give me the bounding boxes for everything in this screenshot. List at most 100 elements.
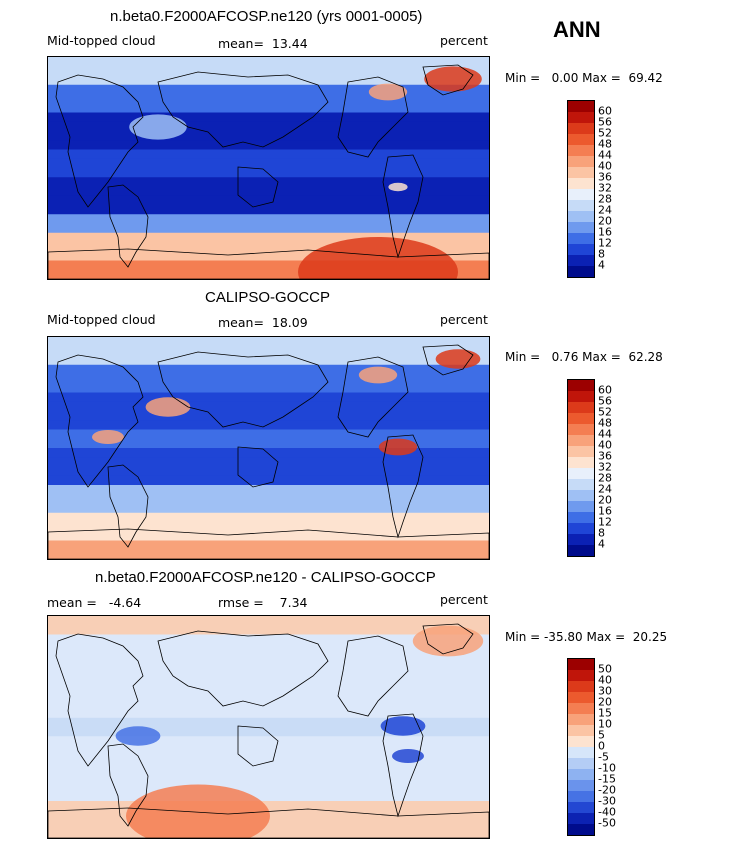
field-anomaly [412,625,484,657]
coastline [107,184,149,268]
colorbar-swatch [568,200,594,211]
field-band [48,364,489,375]
colorbar-swatch [568,692,594,703]
field-band [48,411,489,422]
field-band [48,736,489,747]
min-max-label: Min = 0.76 Max = 62.28 [505,350,663,364]
field-band [48,186,489,197]
coastline [237,725,279,767]
field-band [48,625,489,636]
coastline [422,64,474,96]
field-band [48,616,489,627]
field-band [48,653,489,664]
coastline [55,74,144,208]
field-band [48,75,489,86]
field-anomaly [115,726,161,746]
colorbar-tick-label: 44 [598,148,612,162]
colorbar-tick-label: 12 [598,515,612,529]
panel-title: CALIPSO-GOCCP [205,289,331,306]
colorbar-swatch [568,233,594,244]
field-band [48,512,489,523]
units-label: percent [440,33,488,48]
colorbar-swatch [568,714,594,725]
colorbar-tick-label: -10 [598,761,616,775]
colorbar-tick-label: 20 [598,214,612,228]
colorbar-swatch [568,523,594,534]
field-band [48,149,489,160]
colorbar-tick-label: 15 [598,706,612,720]
colorbar-tick-label: 44 [598,427,612,441]
colorbar-tick-label: 32 [598,181,612,195]
field-band [48,66,489,77]
colorbar-tick-label: 40 [598,438,612,452]
colorbar-tick-label: 12 [598,236,612,250]
coastline [422,623,474,655]
colorbar-swatch [568,736,594,747]
field-band [48,420,489,431]
colorbar-swatch [568,479,594,490]
field-band [48,690,489,701]
rmse-label: rmse = 7.34 [218,595,308,610]
coastline [107,464,149,548]
colorbar-swatch [568,791,594,802]
field-band [48,242,489,253]
colorbar-tick-label: 32 [598,460,612,474]
colorbar-tick-label: 0 [598,739,605,753]
colorbar-swatch [568,413,594,424]
field-anomaly [368,83,408,101]
field-band [48,466,489,477]
colorbar-tick-label: 56 [598,394,612,408]
colorbar [567,379,595,557]
field-band [48,791,489,802]
colorbar-tick-label: -40 [598,805,616,819]
colorbar-tick-label: 60 [598,383,612,397]
colorbar-swatch [568,178,594,189]
field-band [48,392,489,403]
field-band [48,662,489,673]
panel-title: n.beta0.F2000AFCOSP.ne120 - CALIPSO-GOCC… [95,569,436,586]
field-anomaly [380,716,426,736]
colorbar-swatch [568,659,594,670]
map-svg [48,337,489,559]
colorbar-tick-label: -20 [598,783,616,797]
colorbar-swatch [568,758,594,769]
field-band [48,121,489,132]
field-band [48,232,489,243]
map-plot [47,615,490,839]
field-band [48,531,489,542]
field-anomaly [435,349,481,369]
colorbar-tick-label: 40 [598,159,612,173]
field-band [48,522,489,533]
colorbar-swatch [568,101,594,112]
field-band [48,401,489,412]
colorbar-tick-label: 5 [598,728,605,742]
field-band [48,94,489,105]
field-band [48,782,489,793]
field-band [48,168,489,179]
coastline [337,635,409,717]
colorbar-swatch [568,167,594,178]
field-anomaly [129,114,187,140]
field-band [48,494,489,505]
colorbar-swatch [568,380,594,391]
coastline [237,446,279,488]
field-anomaly [298,237,458,279]
field-band [48,485,489,496]
field-band [48,251,489,262]
field-band [48,671,489,682]
field-band [48,643,489,654]
colorbar-tick-label: 24 [598,203,612,217]
field-band [48,764,489,775]
coastline [337,76,409,158]
field-band [48,475,489,486]
field-band [48,438,489,449]
field-band [48,383,489,394]
colorbar-tick-label: 24 [598,482,612,496]
field-band [48,429,489,440]
field-band [48,540,489,551]
coastline [55,354,144,488]
map-svg [48,57,489,279]
colorbar-swatch [568,134,594,145]
colorbar-swatch [568,681,594,692]
colorbar-tick-label: 20 [598,493,612,507]
